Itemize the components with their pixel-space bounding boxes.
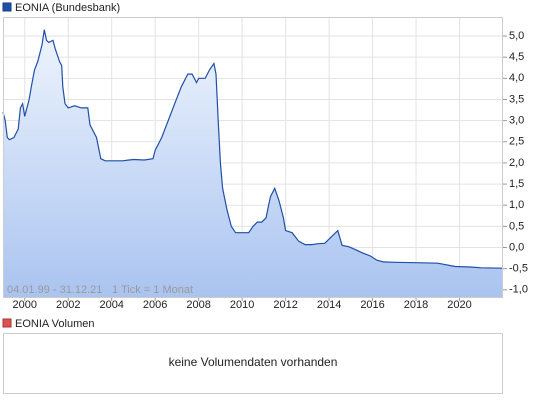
plot-frame [3,17,503,298]
x-tick-label: 2016 [360,299,384,311]
x-tick-label: 2002 [56,299,80,311]
x-tick-label: 2004 [99,299,123,311]
legend-swatch [2,2,12,12]
x-tick-label: 2000 [12,299,36,311]
y-tick-label: 3,5 [509,93,524,105]
line [2,29,503,269]
period-label: 04.01.99 - 31.12.21 [7,284,102,296]
volume-title: EONIA Volumen [15,318,95,330]
y-tick-label: 1,0 [509,199,524,211]
y-tick-label: 5,0 [509,30,524,42]
x-tick-label: 2014 [317,299,341,311]
y-tick-label: 4,0 [509,72,524,84]
y-tick-label: -0,5 [509,263,528,275]
y-tick-label: 1,5 [509,178,524,190]
tick-info: 1 Tick = 1 Monat [112,284,193,296]
x-tick-label: 2010 [230,299,254,311]
x-tick-label: 2006 [143,299,167,311]
y-tick-label: 4,5 [509,51,524,63]
y-tick-label: -1,0 [509,284,528,296]
legend-swatch [2,318,12,328]
volume-message: keine Volumendaten vorhanden [169,355,338,369]
x-tick-label: 2018 [404,299,428,311]
x-tick-label: 2020 [447,299,471,311]
y-tick-label: 0,0 [509,241,524,253]
area [3,29,503,297]
x-tick-label: 2008 [186,299,210,311]
y-tick-label: 2,0 [509,157,524,169]
legend-label: EONIA (Bundesbank) [15,2,120,14]
x-tick-label: 2012 [273,299,297,311]
y-tick-label: 3,0 [509,115,524,127]
y-tick-label: 0,5 [509,220,524,232]
volume-panel [3,333,503,394]
y-tick-label: 2,5 [509,136,524,148]
